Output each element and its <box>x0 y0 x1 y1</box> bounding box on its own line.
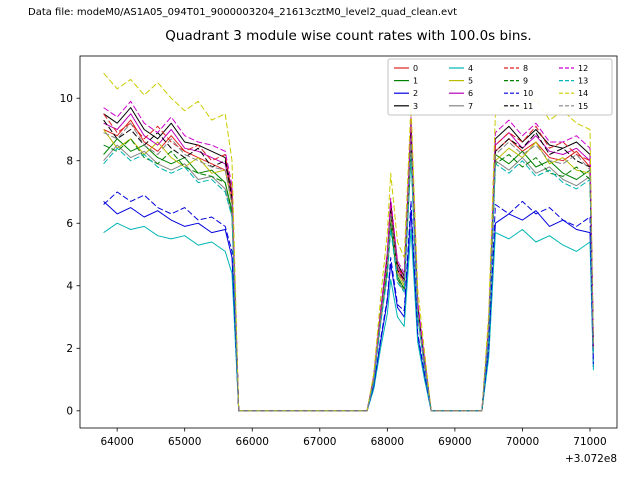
x-tick-label: 67000 <box>303 436 336 448</box>
series-line-1 <box>103 138 594 412</box>
series-line-8 <box>103 113 594 412</box>
series-line-13 <box>103 147 594 412</box>
legend-label-9: 9 <box>523 77 528 86</box>
axes-frame <box>79 55 618 429</box>
legend-label-3: 3 <box>413 102 418 111</box>
legend-box <box>387 58 613 116</box>
series-line-15 <box>103 122 594 412</box>
x-tick-label: 64000 <box>100 436 133 448</box>
series-line-2 <box>103 201 594 412</box>
legend-label-10: 10 <box>523 89 533 98</box>
legend-label-12: 12 <box>578 64 588 73</box>
series-line-4 <box>103 222 594 412</box>
x-tick-label: 71000 <box>573 436 606 448</box>
series-line-14 <box>103 72 594 412</box>
series-line-7 <box>103 144 594 412</box>
y-tick-label: 0 <box>66 406 73 418</box>
legend-label-5: 5 <box>468 77 473 86</box>
chart-title: Quadrant 3 module wise count rates with … <box>165 28 532 44</box>
y-tick-label: 2 <box>66 343 73 355</box>
legend-label-14: 14 <box>578 89 588 98</box>
legend-label-6: 6 <box>468 89 473 98</box>
legend-label-7: 7 <box>468 102 473 111</box>
x-tick-label: 69000 <box>438 436 471 448</box>
series-line-5 <box>103 129 594 412</box>
x-tick-label: 65000 <box>168 436 201 448</box>
legend-label-13: 13 <box>578 77 588 86</box>
legend-label-2: 2 <box>413 89 418 98</box>
legend-label-8: 8 <box>523 64 528 73</box>
x-tick-label: 70000 <box>506 436 539 448</box>
legend-label-0: 0 <box>413 64 418 73</box>
x-tick-label: 68000 <box>371 436 404 448</box>
data-file-label: Data file: modeM0/AS1A05_094T01_90000032… <box>28 7 458 18</box>
series-line-9 <box>103 138 594 412</box>
y-tick-label: 8 <box>66 155 73 167</box>
y-tick-label: 4 <box>66 280 73 292</box>
x-axis-offset-label: +3.072e8 <box>565 453 617 465</box>
legend-label-1: 1 <box>413 77 418 86</box>
y-tick-label: 6 <box>66 218 73 230</box>
series-line-0 <box>103 119 594 412</box>
legend-label-15: 15 <box>578 102 588 111</box>
series-line-11 <box>103 119 594 412</box>
legend-label-11: 11 <box>523 102 533 111</box>
series-line-12 <box>103 100 594 412</box>
legend-label-4: 4 <box>468 64 473 73</box>
x-tick-label: 66000 <box>236 436 269 448</box>
series-line-10 <box>103 191 594 412</box>
y-tick-label: 10 <box>60 93 73 105</box>
